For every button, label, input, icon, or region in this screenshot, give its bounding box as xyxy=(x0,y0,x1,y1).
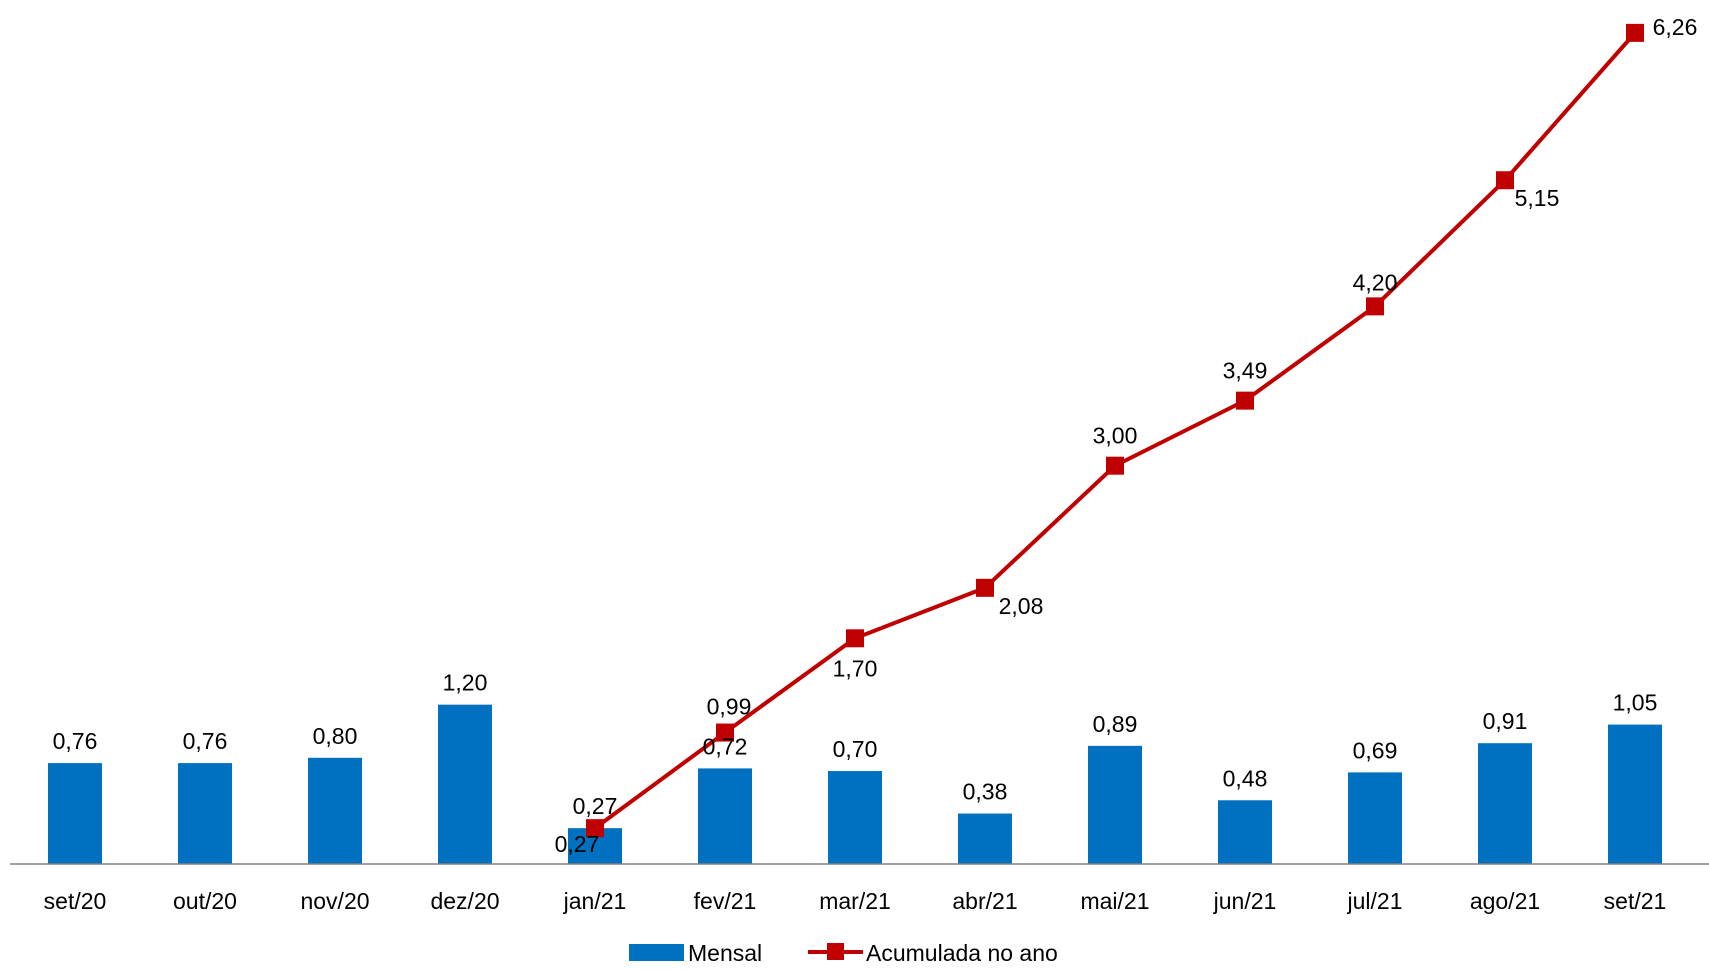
bar-value-label: 0,76 xyxy=(183,728,228,754)
bar-mai/21 xyxy=(1088,745,1142,864)
bar-data-labels: 0,76 0,76 0,80 1,20 0,27 0,72 0,70 0,38 0,89 0,48… xyxy=(53,670,1658,819)
x-tick-label: nov/20 xyxy=(300,888,369,914)
bars-layer xyxy=(48,704,1662,864)
acumulada-marker xyxy=(716,723,734,742)
bar-ago/21 xyxy=(1478,743,1532,864)
x-tick-labels: set/20 out/20 nov/20 dez/20 jan/21 fev/21 mar/… xyxy=(44,888,1667,914)
line-value-label: 5,15 xyxy=(1515,185,1560,211)
line-value-label: 6,26 xyxy=(1653,14,1698,40)
x-tick-label: jan/21 xyxy=(563,888,627,914)
line-value-label: 0,27 xyxy=(555,831,600,857)
x-tick-label: mai/21 xyxy=(1080,888,1149,914)
x-tick-label: dez/20 xyxy=(430,888,499,914)
x-tick-label: jul/21 xyxy=(1347,888,1403,914)
line-value-label: 2,08 xyxy=(999,593,1044,619)
legend-swatch-mensal xyxy=(629,944,684,961)
x-tick-label: out/20 xyxy=(173,888,237,914)
acumulada-marker xyxy=(1626,23,1644,42)
bar-fev/21 xyxy=(698,768,752,864)
bar-value-label: 0,80 xyxy=(313,723,358,749)
bar-value-label: 0,27 xyxy=(573,793,618,819)
legend: Mensal Acumulada no ano xyxy=(629,940,1058,966)
x-tick-label: set/21 xyxy=(1604,888,1667,914)
bar-mar/21 xyxy=(828,771,882,864)
x-tick-label: jun/21 xyxy=(1213,888,1277,914)
bar-value-label: 0,72 xyxy=(703,733,748,759)
bar-abr/21 xyxy=(958,813,1012,864)
bar-value-label: 0,48 xyxy=(1223,765,1268,791)
acumulada-marker xyxy=(1236,391,1254,410)
bar-value-label: 0,91 xyxy=(1483,708,1528,734)
legend-label-acumulada: Acumulada no ano xyxy=(866,940,1058,965)
line-value-label: 3,49 xyxy=(1223,358,1268,384)
bar-value-label: 1,20 xyxy=(443,670,488,696)
acumulada-marker xyxy=(976,578,994,597)
x-tick-label: mar/21 xyxy=(819,888,891,914)
x-tick-label: ago/21 xyxy=(1470,888,1540,914)
bar-dez/20 xyxy=(438,704,492,864)
bar-set/20 xyxy=(48,763,102,864)
bar-jun/21 xyxy=(1218,800,1272,864)
acumulada-marker xyxy=(1496,171,1514,190)
x-tick-label: abr/21 xyxy=(952,888,1017,914)
line-layer xyxy=(586,23,1644,838)
line-value-label: 4,20 xyxy=(1353,269,1398,295)
bar-out/20 xyxy=(178,763,232,864)
bar-value-label: 0,76 xyxy=(53,728,98,754)
bar-value-label: 0,89 xyxy=(1093,711,1138,737)
acumulada-marker xyxy=(1366,297,1384,316)
line-value-label: 1,70 xyxy=(833,655,878,681)
bar-jul/21 xyxy=(1348,772,1402,864)
acumulada-marker xyxy=(586,819,604,838)
legend-label-mensal: Mensal xyxy=(688,940,762,965)
line-value-label: 3,00 xyxy=(1093,423,1138,449)
x-tick-label: fev/21 xyxy=(694,888,757,914)
line-value-label: 0,99 xyxy=(707,694,752,720)
x-tick-label: set/20 xyxy=(44,888,107,914)
bar-value-label: 0,38 xyxy=(963,779,1008,805)
bar-nov/20 xyxy=(308,757,362,864)
bar-value-label: 0,70 xyxy=(833,736,878,762)
line-data-labels: 0,27 0,99 1,70 2,08 3,00 3,49 4,20 5,15 6,26 xyxy=(555,14,1698,857)
legend-swatch-acumulada-marker xyxy=(827,943,844,960)
bar-value-label: 1,05 xyxy=(1613,690,1658,716)
acumulada-marker xyxy=(1106,456,1124,475)
bar-value-label: 0,69 xyxy=(1353,737,1398,763)
bar-set/21 xyxy=(1608,724,1662,864)
acumulada-marker xyxy=(846,629,864,648)
